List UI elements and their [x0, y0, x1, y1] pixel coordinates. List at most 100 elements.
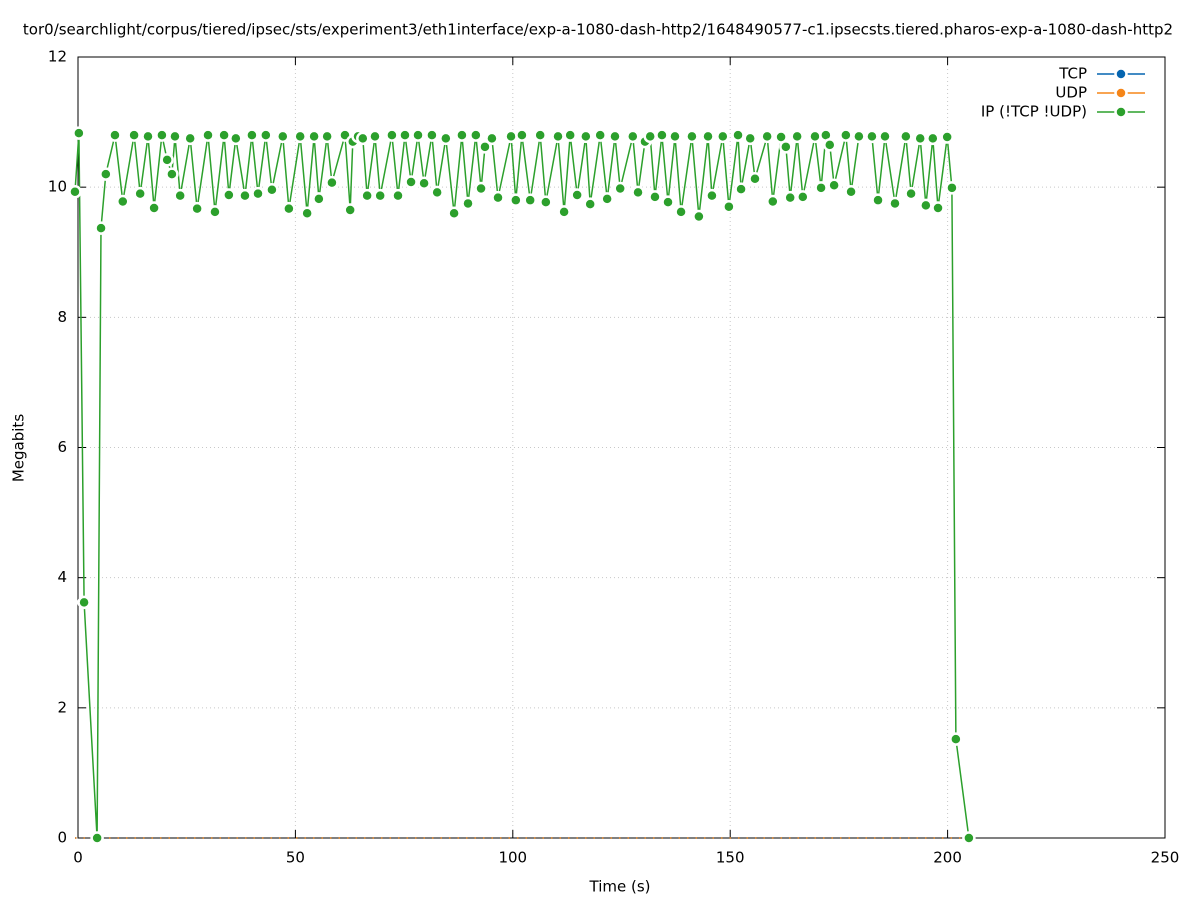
data-point	[613, 181, 627, 196]
legend-marker	[1114, 105, 1128, 119]
data-point	[425, 128, 439, 142]
data-point	[563, 128, 577, 142]
data-point	[888, 196, 902, 211]
legend-label: IP (!TCP !UDP)	[981, 103, 1087, 121]
data-point	[661, 195, 675, 209]
data-point	[300, 206, 314, 220]
x-tick-label: 100	[498, 849, 527, 867]
x-axis-label: Time (s)	[589, 878, 651, 896]
data-point	[173, 188, 187, 203]
data-point	[539, 195, 553, 209]
data-point	[865, 129, 879, 144]
data-point	[72, 126, 86, 140]
y-tick-label: 0	[57, 829, 67, 847]
data-point	[474, 181, 488, 196]
x-tick-label: 200	[933, 849, 962, 867]
data-point	[447, 206, 461, 220]
data-point	[133, 186, 147, 201]
data-point	[108, 128, 122, 142]
data-point	[926, 131, 940, 146]
data-point	[160, 153, 174, 167]
data-point	[899, 129, 913, 144]
data-point	[557, 205, 571, 219]
data-point	[722, 199, 736, 214]
data-point	[430, 185, 444, 200]
data-point	[455, 128, 469, 142]
data-point	[485, 131, 499, 146]
y-tick-label: 10	[48, 178, 67, 196]
data-point	[760, 129, 774, 144]
data-point	[222, 188, 236, 202]
plot-frame	[77, 56, 1166, 839]
data-point	[783, 190, 797, 205]
data-point	[229, 131, 243, 146]
data-point	[608, 129, 622, 144]
data-point	[808, 129, 822, 144]
data-point	[878, 129, 892, 144]
x-tick-label: 50	[286, 849, 305, 867]
data-point	[523, 193, 537, 207]
data-point	[655, 128, 669, 142]
data-point	[398, 128, 412, 142]
data-point	[94, 221, 108, 235]
data-point	[99, 167, 113, 181]
y-tick-label: 4	[57, 568, 67, 586]
data-point	[461, 196, 475, 211]
data-point	[404, 175, 418, 189]
data-point	[790, 129, 804, 144]
data-point	[551, 129, 565, 144]
data-point	[827, 178, 841, 192]
data-point	[643, 129, 657, 144]
data-point	[385, 128, 399, 142]
data-point	[127, 128, 141, 142]
y-tick-label: 6	[57, 438, 67, 456]
data-point	[282, 201, 296, 216]
data-point	[509, 193, 523, 207]
data-point	[685, 129, 699, 144]
data-point	[469, 128, 483, 142]
data-point	[919, 198, 933, 213]
data-point	[259, 128, 273, 142]
data-point	[343, 203, 357, 217]
data-point	[155, 128, 169, 142]
data-point	[320, 129, 334, 144]
data-point	[411, 128, 425, 142]
y-axis-label: Megabits	[10, 414, 28, 482]
data-point	[245, 128, 259, 142]
data-point	[852, 129, 866, 144]
data-point	[293, 129, 307, 144]
data-point	[360, 188, 374, 203]
series-line	[74, 133, 970, 839]
data-point	[814, 181, 828, 195]
data-point	[168, 129, 182, 144]
data-point	[962, 831, 976, 845]
data-point	[439, 131, 453, 146]
data-point	[743, 131, 757, 146]
data-point	[913, 131, 927, 146]
data-point	[748, 171, 762, 186]
data-point	[692, 209, 706, 224]
data-point	[583, 197, 597, 211]
data-point	[312, 192, 326, 206]
data-point	[77, 595, 91, 610]
data-point	[90, 831, 104, 845]
data-point	[731, 128, 745, 142]
x-tick-label: 150	[716, 849, 745, 867]
data-point	[734, 182, 748, 196]
data-point	[949, 732, 963, 746]
data-point	[217, 128, 231, 142]
data-point	[648, 190, 662, 204]
y-tick-label: 8	[57, 308, 67, 326]
data-point	[600, 192, 614, 206]
data-point	[265, 183, 279, 197]
data-point	[190, 201, 204, 216]
data-point	[116, 194, 130, 209]
data-point	[165, 167, 179, 181]
data-point	[373, 188, 387, 203]
data-point	[68, 184, 82, 199]
x-tick-label: 0	[73, 849, 83, 867]
x-tick-label: 250	[1151, 849, 1180, 867]
legend-label: UDP	[1055, 84, 1087, 102]
data-point	[276, 129, 290, 144]
